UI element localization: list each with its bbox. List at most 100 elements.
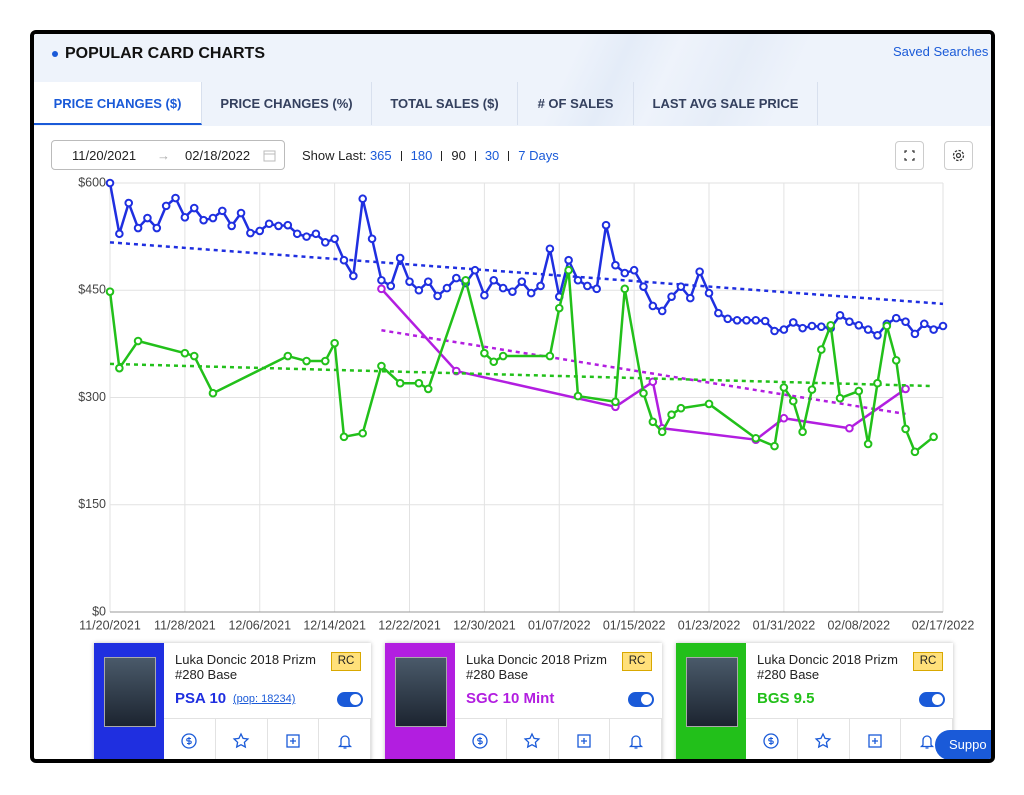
data-point — [863, 325, 873, 334]
series-toggle[interactable] — [337, 692, 363, 707]
add-icon — [577, 733, 591, 748]
data-point — [105, 287, 115, 296]
fullscreen-button[interactable] — [895, 141, 924, 170]
show-last-option[interactable]: 180 — [410, 148, 433, 163]
data-point — [349, 271, 358, 281]
x-tick-label: 02/08/2022 — [827, 618, 890, 632]
data-point — [508, 287, 517, 296]
action-button[interactable] — [455, 719, 507, 759]
data-point — [264, 219, 274, 229]
data-point — [480, 348, 489, 358]
separator — [441, 151, 443, 161]
data-point — [517, 277, 527, 286]
data-point — [283, 351, 293, 361]
data-point — [395, 253, 405, 263]
card: Luka Doncic 2018 Prizm #280 Base RC SGC 10… — [385, 643, 662, 759]
data-point — [133, 336, 143, 346]
action-button[interactable] — [268, 719, 320, 759]
tab[interactable]: PRICE CHANGES ($) — [34, 82, 202, 125]
data-point — [452, 273, 461, 283]
card-color-strip — [385, 643, 455, 759]
section-title: POPULAR CARD CHARTS — [65, 45, 265, 62]
card-grade: BGS 9.5 — [757, 690, 815, 707]
tab[interactable]: LAST AVG SALE PRICE — [634, 82, 818, 125]
card-image — [104, 657, 156, 727]
date-range-picker[interactable]: 11/20/2021 → 02/18/2022 — [51, 140, 285, 170]
action-button[interactable] — [610, 719, 662, 759]
pop-link[interactable]: (pop: 18234) — [233, 693, 296, 705]
tab[interactable]: TOTAL SALES ($) — [372, 82, 518, 125]
x-tick-label: 01/23/2022 — [678, 618, 741, 632]
date-from: 11/20/2021 — [72, 148, 137, 163]
action-button[interactable] — [798, 719, 850, 759]
card-actions — [164, 718, 371, 759]
data-point — [891, 313, 901, 323]
data-point — [611, 260, 620, 270]
data-point — [667, 292, 676, 301]
data-point — [639, 388, 648, 398]
data-point — [629, 265, 639, 275]
data-point — [358, 194, 368, 204]
action-button[interactable] — [559, 719, 611, 759]
data-point — [395, 378, 405, 388]
alert-icon — [919, 734, 934, 749]
data-point — [751, 315, 761, 325]
data-point — [592, 284, 601, 294]
data-point — [639, 282, 648, 291]
data-point — [583, 281, 592, 291]
data-point — [180, 348, 190, 358]
data-point — [489, 357, 499, 367]
add-icon — [868, 733, 882, 748]
data-point — [798, 323, 807, 333]
x-tick-label: 01/07/2022 — [528, 618, 591, 632]
data-point — [695, 267, 704, 276]
watch-icon — [814, 731, 832, 748]
action-button[interactable] — [164, 719, 216, 759]
settings-button[interactable] — [944, 141, 973, 170]
show-last-option[interactable]: 30 — [484, 148, 500, 163]
show-last-option[interactable]: 90 — [451, 148, 466, 163]
app-frame: POPULAR CARD CHARTS Saved Searches 11/20… — [30, 30, 995, 763]
data-point — [377, 284, 386, 294]
data-point — [770, 441, 779, 451]
data-point — [863, 439, 873, 449]
tab[interactable]: PRICE CHANGES (%) — [202, 82, 372, 125]
x-tick-label: 11/28/2021 — [154, 618, 216, 632]
data-point — [891, 356, 901, 365]
series-line — [380, 287, 907, 441]
tab[interactable]: # OF SALES — [518, 82, 634, 125]
data-point — [171, 193, 180, 203]
data-point — [732, 315, 742, 325]
data-point — [601, 220, 611, 230]
data-point — [620, 268, 630, 278]
range-arrow: → — [157, 148, 170, 163]
gear-icon — [952, 149, 965, 162]
data-point — [657, 306, 667, 316]
action-button[interactable] — [319, 719, 371, 759]
x-tick-label: 02/17/2022 — [912, 618, 975, 632]
action-button[interactable] — [507, 719, 559, 759]
data-point — [564, 255, 573, 265]
data-point — [779, 383, 789, 392]
series-toggle[interactable] — [628, 692, 654, 707]
rc-badge: RC — [331, 652, 361, 671]
data-point — [189, 203, 199, 213]
card-grade: PSA 10 — [175, 690, 227, 707]
show-last-option[interactable]: 7 Days — [518, 148, 559, 163]
x-tick-label: 12/14/2021 — [303, 618, 366, 632]
data-point — [423, 384, 433, 394]
data-point — [480, 290, 489, 300]
show-last-option[interactable]: 365 — [369, 148, 392, 163]
action-button[interactable] — [850, 719, 902, 759]
data-point — [779, 413, 789, 423]
data-point — [873, 378, 882, 388]
action-button[interactable] — [746, 719, 798, 759]
support-button[interactable]: Suppo — [935, 730, 991, 759]
series-toggle[interactable] — [919, 692, 945, 707]
data-point — [854, 320, 864, 330]
saved-searches-link[interactable]: Saved Searches — [893, 44, 989, 59]
action-button[interactable] — [216, 719, 268, 759]
data-point — [779, 325, 789, 334]
data-point — [227, 221, 236, 231]
data-point — [611, 397, 620, 407]
